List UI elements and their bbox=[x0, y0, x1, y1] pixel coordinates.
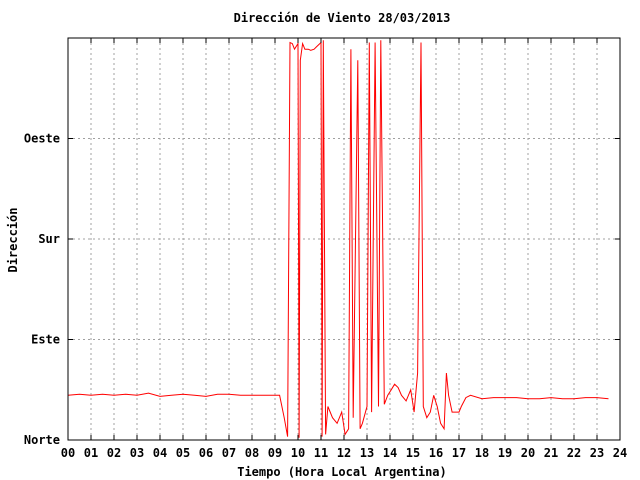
x-tick-label: 15 bbox=[406, 446, 420, 460]
x-tick-label: 11 bbox=[314, 446, 328, 460]
x-tick-label: 22 bbox=[567, 446, 581, 460]
x-tick-label: 02 bbox=[107, 446, 121, 460]
x-tick-label: 00 bbox=[61, 446, 75, 460]
x-tick-label: 06 bbox=[199, 446, 213, 460]
axis-ticks bbox=[67, 38, 621, 441]
y-tick-label: Norte bbox=[24, 433, 60, 447]
x-tick-label: 01 bbox=[84, 446, 98, 460]
y-tick-label: Oeste bbox=[24, 132, 60, 146]
x-tick-label: 07 bbox=[222, 446, 236, 460]
x-tick-label: 05 bbox=[176, 446, 190, 460]
x-tick-label: 19 bbox=[498, 446, 512, 460]
x-tick-label: 24 bbox=[613, 446, 627, 460]
x-tick-label: 17 bbox=[452, 446, 466, 460]
series-layer bbox=[67, 40, 609, 438]
x-tick-label: 16 bbox=[429, 446, 443, 460]
x-tick-label: 09 bbox=[268, 446, 282, 460]
tick-labels: 00 01 02 03 04 05 06 07 08 09 10 11 12 13 14 15 16 17 18 19… bbox=[24, 132, 627, 461]
x-tick-label: 20 bbox=[521, 446, 535, 460]
x-tick-label: 10 bbox=[291, 446, 305, 460]
x-tick-label: 04 bbox=[153, 446, 167, 460]
y-tick-label: Este bbox=[31, 333, 60, 347]
x-tick-label: 23 bbox=[590, 446, 604, 460]
x-axis-label: Tiempo (Hora Local Argentina) bbox=[237, 465, 447, 479]
x-tick-label: 14 bbox=[383, 446, 397, 460]
grid-lines bbox=[68, 38, 620, 440]
chart-title: Dirección de Viento 28/03/2013 bbox=[234, 11, 451, 25]
x-tick-label: 12 bbox=[337, 446, 351, 460]
y-axis-label: Dirección bbox=[6, 207, 20, 272]
x-tick-label: 08 bbox=[245, 446, 259, 460]
x-tick-label: 21 bbox=[544, 446, 558, 460]
x-tick-label: 13 bbox=[360, 446, 374, 460]
x-tick-label: 03 bbox=[130, 446, 144, 460]
x-tick-label: 18 bbox=[475, 446, 489, 460]
y-tick-label: Sur bbox=[38, 232, 60, 246]
wind-direction-series-line bbox=[67, 40, 609, 438]
